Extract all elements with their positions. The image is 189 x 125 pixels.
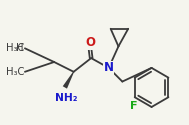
Text: NH₂: NH₂ [55, 93, 77, 103]
Polygon shape [63, 72, 74, 89]
Text: O: O [85, 36, 95, 49]
Text: H₃C: H₃C [5, 67, 24, 77]
Text: H₃C: H₃C [5, 43, 24, 53]
Text: N: N [104, 61, 114, 74]
Text: F: F [130, 101, 137, 111]
Text: H: H [16, 43, 24, 53]
